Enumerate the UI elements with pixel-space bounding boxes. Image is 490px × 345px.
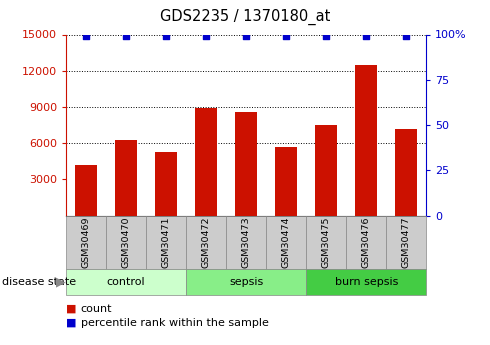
Bar (315, 125, 337, 216)
Point (402, 33, 410, 39)
Bar (66, 269, 186, 295)
Text: disease state: disease state (2, 277, 76, 287)
Bar (146, 216, 186, 269)
Bar (306, 269, 426, 295)
Text: count: count (81, 304, 112, 314)
Bar (386, 216, 426, 269)
Point (322, 33, 330, 39)
Bar (266, 216, 306, 269)
Bar (186, 216, 226, 269)
Bar (155, 152, 177, 216)
Point (122, 33, 130, 39)
Bar (106, 216, 146, 269)
Bar (75, 165, 97, 216)
Text: GSM30469: GSM30469 (82, 217, 91, 268)
Text: ▶: ▶ (56, 276, 66, 288)
Bar (195, 108, 217, 216)
Text: GSM30476: GSM30476 (362, 217, 371, 268)
Point (202, 33, 210, 39)
Bar (226, 216, 266, 269)
Text: GSM30471: GSM30471 (162, 217, 171, 268)
Text: GSM30475: GSM30475 (322, 217, 331, 268)
Bar (346, 216, 386, 269)
Point (363, 33, 370, 39)
Text: control: control (107, 277, 146, 287)
Text: burn sepsis: burn sepsis (335, 277, 398, 287)
Bar (395, 129, 417, 216)
Text: GSM30477: GSM30477 (402, 217, 411, 268)
Point (162, 33, 170, 39)
Bar (66, 216, 106, 269)
Text: ■: ■ (66, 318, 76, 327)
Text: GDS2235 / 1370180_at: GDS2235 / 1370180_at (160, 9, 330, 25)
Bar (306, 216, 346, 269)
Text: GSM30472: GSM30472 (202, 217, 211, 268)
Bar (115, 139, 137, 216)
Bar (355, 65, 377, 216)
Text: ■: ■ (66, 304, 76, 314)
Bar (275, 147, 297, 216)
Text: GSM30473: GSM30473 (242, 217, 251, 268)
Point (82, 33, 90, 39)
Bar (235, 112, 257, 216)
Text: percentile rank within the sample: percentile rank within the sample (81, 318, 269, 327)
Text: sepsis: sepsis (229, 277, 263, 287)
Bar (186, 269, 306, 295)
Text: GSM30474: GSM30474 (282, 217, 291, 268)
Point (282, 33, 290, 39)
Text: GSM30470: GSM30470 (122, 217, 131, 268)
Point (242, 33, 250, 39)
